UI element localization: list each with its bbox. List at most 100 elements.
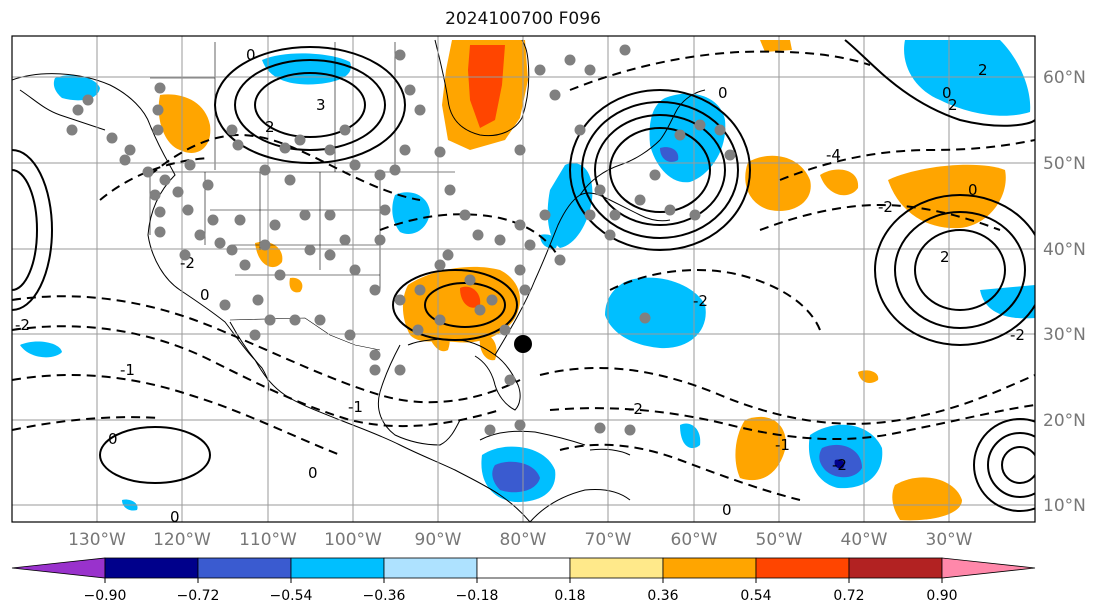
contour-dashed-6 [549, 404, 1035, 441]
highlight-marker [514, 335, 532, 353]
station-marker [459, 209, 471, 221]
station-marker [534, 64, 546, 76]
station-marker [494, 234, 506, 246]
station-marker [374, 234, 386, 246]
station-marker [159, 174, 171, 186]
east-coastline [494, 192, 671, 356]
station-marker [474, 304, 486, 316]
station-marker [339, 124, 351, 136]
contour-solid-atlantic-4 [609, 127, 711, 213]
orange-region-cape-verde [892, 477, 962, 521]
orange-region-greenland-south [760, 40, 792, 52]
station-marker [207, 214, 219, 226]
contour-label: -2 [878, 198, 893, 216]
station-marker [524, 239, 536, 251]
colorbar-tick-label: −0.54 [270, 588, 313, 604]
lon-label-60w: 60°W [671, 530, 718, 550]
station-marker [434, 146, 446, 158]
station-marker [249, 329, 261, 341]
contour-label: -2 [15, 316, 30, 334]
colorbar-segment [104, 557, 199, 579]
colorbar-tick-label: 0.72 [833, 588, 864, 604]
station-marker [609, 209, 621, 221]
colorbar-segment [848, 557, 943, 579]
dark-blue-regions [834, 459, 845, 469]
station-marker [299, 209, 311, 221]
contour-solid-west-2 [12, 149, 53, 311]
lat-label-20n: 20°N [1043, 411, 1086, 431]
blue-region-pacific [20, 341, 62, 358]
contour-dashed-8 [759, 203, 1001, 231]
station-marker [182, 204, 194, 216]
contour-label: -2 [1010, 326, 1025, 344]
contour-solid-southeast-2 [392, 269, 518, 341]
blue-region-nova-scotia [547, 163, 593, 248]
station-marker [264, 314, 276, 326]
colorbar-segment [662, 557, 757, 579]
station-marker [234, 214, 246, 226]
station-marker [219, 299, 231, 311]
contour-dashed-4 [12, 416, 161, 431]
station-marker [279, 142, 291, 154]
contour-label: 0 [722, 501, 732, 519]
station-marker [374, 169, 386, 181]
station-marker [514, 219, 526, 231]
station-marker [226, 244, 238, 256]
orange-region-tropics [735, 416, 786, 481]
station-marker [119, 154, 131, 166]
station-marker [314, 314, 326, 326]
colorbar-segment [11, 557, 106, 579]
station-marker [349, 264, 361, 276]
lat-label-60n: 60°N [1043, 68, 1086, 88]
contour-label: 3 [316, 96, 326, 114]
contour-label: 0 [170, 508, 180, 526]
station-marker [674, 129, 686, 141]
contour-label: -1 [120, 361, 135, 379]
colorbar-segment [569, 557, 664, 579]
hispaniola-coastline [589, 448, 631, 456]
contour-label: -2 [628, 400, 643, 418]
contour-label: 0 [968, 181, 978, 199]
labrador-coastline [579, 89, 706, 196]
contour-solid-se-2 [987, 432, 1035, 498]
lon-label-40w: 40°W [841, 530, 888, 550]
station-marker [434, 314, 446, 326]
contour-solid-southeast-1 [424, 282, 506, 328]
station-marker [124, 144, 136, 156]
us-mexico-border [229, 317, 381, 351]
station-marker [349, 159, 361, 171]
blue-region-greenland-east [904, 40, 1031, 116]
station-marker [344, 329, 356, 341]
colorbar-tick-label: −0.72 [177, 588, 220, 604]
mid-blue-region-caribbean [492, 461, 540, 493]
contour-label: -2 [832, 456, 847, 474]
station-marker [324, 249, 336, 261]
station-marker [664, 204, 676, 216]
contour-solid-greenland [844, 39, 1035, 127]
station-marker [399, 144, 411, 156]
colorbar-tick-label: 0.18 [554, 588, 585, 604]
contour-dashed-lines [12, 50, 1035, 501]
contour-solid-se-3 [973, 418, 1035, 512]
contour-solid-se-1 [1001, 446, 1035, 484]
station-marker [486, 294, 498, 306]
station-marker [514, 144, 526, 156]
colorbar-segment [941, 557, 1036, 579]
station-marker [149, 189, 161, 201]
colorbar-tick-label: −0.90 [84, 588, 127, 604]
station-marker [369, 349, 381, 361]
contour-label: 0 [942, 84, 952, 102]
contour-dashed-14 [559, 443, 801, 501]
colorbar-tick-label: −0.18 [456, 588, 499, 604]
mid-blue-region-labrador [660, 147, 679, 162]
contour-solid-canada-3 [214, 46, 406, 164]
station-marker [379, 204, 391, 216]
station-marker [66, 124, 78, 136]
us-state-borders [149, 172, 381, 290]
contour-dashed-11 [99, 157, 211, 201]
mexico-gulf-coastline [377, 344, 461, 446]
orange-region-florida [479, 334, 497, 361]
longitude-axis: 130°W 120°W 110°W 100°W 90°W 80°W 70°W 6… [68, 530, 973, 550]
red-region-southeast [460, 286, 481, 308]
contour-dashed-9 [569, 50, 871, 91]
